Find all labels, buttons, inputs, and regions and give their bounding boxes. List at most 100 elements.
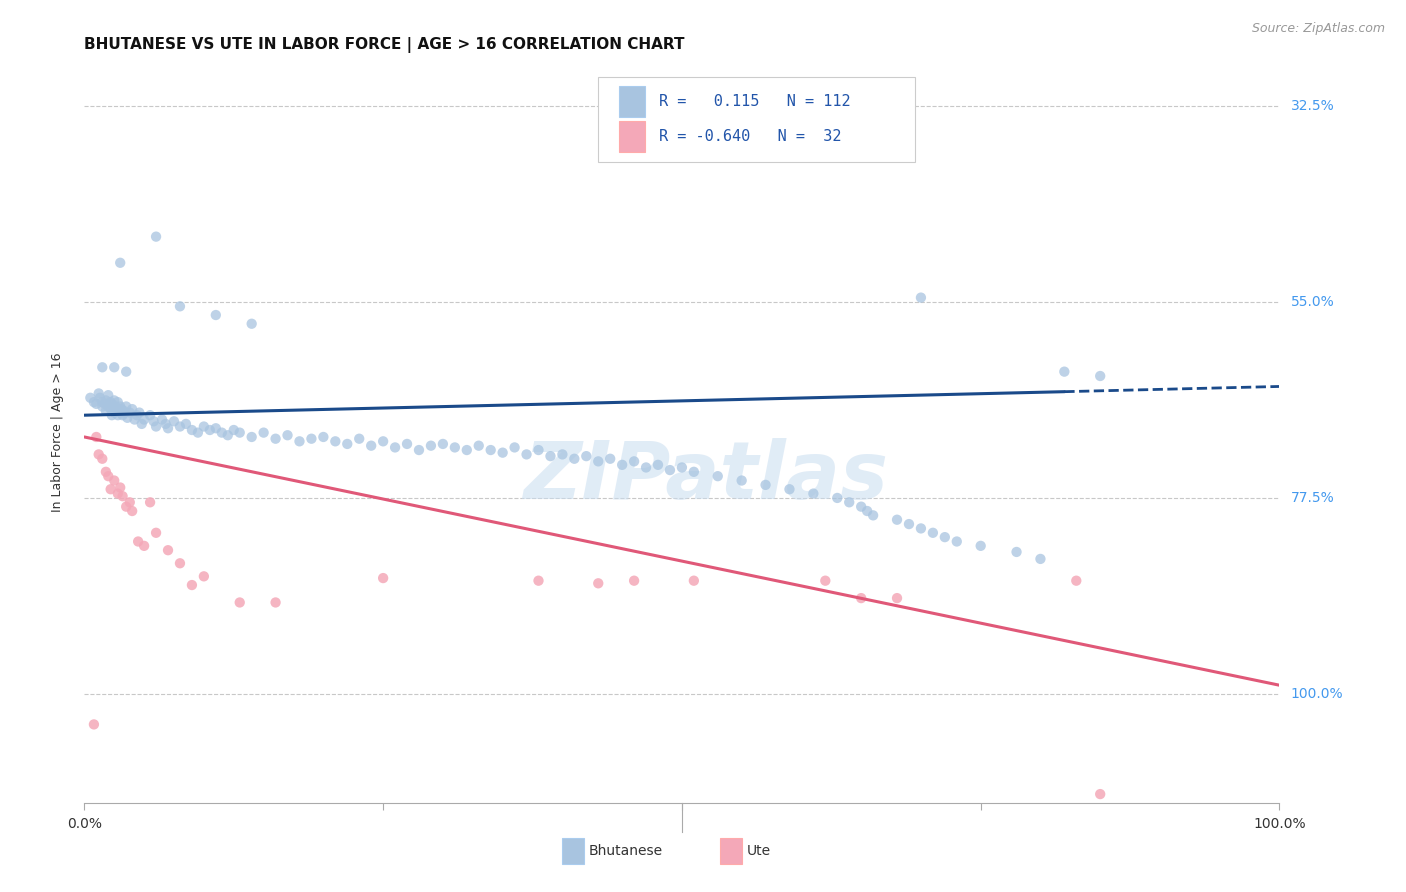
- Text: BHUTANESE VS UTE IN LABOR FORCE | AGE > 16 CORRELATION CHART: BHUTANESE VS UTE IN LABOR FORCE | AGE > …: [84, 37, 685, 53]
- Point: [155, 417, 177, 431]
- Point: [205, 308, 228, 322]
- Point: [139, 408, 162, 422]
- Point: [121, 402, 143, 417]
- Point: [86, 397, 108, 411]
- Point: [468, 439, 491, 453]
- Point: [100, 482, 122, 496]
- Point: [97, 400, 120, 414]
- Text: Ute: Ute: [747, 844, 770, 858]
- Point: [132, 412, 156, 426]
- Point: [288, 434, 311, 449]
- Point: [110, 406, 132, 420]
- Point: [373, 571, 395, 585]
- Point: [910, 521, 932, 535]
- Point: [647, 458, 669, 472]
- Point: [851, 500, 873, 514]
- Point: [111, 489, 134, 503]
- FancyBboxPatch shape: [562, 838, 583, 863]
- Point: [922, 525, 945, 540]
- Text: ZIPatlas: ZIPatlas: [523, 438, 889, 516]
- Point: [117, 410, 139, 425]
- Point: [139, 495, 162, 509]
- Point: [107, 408, 129, 422]
- Point: [121, 504, 143, 518]
- FancyBboxPatch shape: [619, 87, 645, 117]
- Point: [174, 417, 197, 431]
- Point: [336, 437, 359, 451]
- Point: [94, 393, 117, 408]
- FancyBboxPatch shape: [619, 121, 645, 152]
- FancyBboxPatch shape: [720, 838, 742, 863]
- Point: [862, 508, 884, 523]
- Point: [636, 460, 658, 475]
- Point: [115, 400, 138, 414]
- Text: 100.0%: 100.0%: [1291, 687, 1343, 701]
- Point: [193, 419, 215, 434]
- Point: [444, 441, 467, 455]
- Point: [97, 469, 120, 483]
- Text: R = -0.640   N =  32: R = -0.640 N = 32: [659, 129, 842, 144]
- Point: [169, 419, 191, 434]
- Point: [683, 574, 706, 588]
- Point: [325, 434, 347, 449]
- Point: [110, 402, 132, 417]
- Point: [110, 400, 132, 414]
- Point: [110, 256, 132, 270]
- FancyBboxPatch shape: [599, 78, 915, 162]
- Point: [118, 495, 141, 509]
- Point: [103, 393, 125, 408]
- Point: [588, 576, 610, 591]
- Point: [103, 360, 125, 375]
- Point: [145, 525, 167, 540]
- Point: [107, 486, 129, 500]
- Point: [222, 423, 245, 437]
- Point: [779, 482, 801, 496]
- Point: [886, 513, 908, 527]
- Point: [240, 430, 263, 444]
- Point: [856, 504, 879, 518]
- Point: [112, 404, 135, 418]
- Point: [181, 578, 204, 592]
- Point: [659, 463, 682, 477]
- Point: [94, 404, 117, 418]
- Point: [93, 397, 115, 411]
- Point: [91, 400, 114, 414]
- Point: [103, 406, 125, 420]
- Point: [131, 417, 153, 431]
- Point: [211, 425, 233, 440]
- Point: [910, 291, 932, 305]
- Point: [105, 404, 128, 418]
- Point: [157, 543, 180, 558]
- Point: [125, 408, 148, 422]
- Point: [163, 414, 186, 428]
- Point: [755, 478, 778, 492]
- Point: [814, 574, 837, 588]
- Point: [253, 425, 276, 440]
- Point: [145, 419, 167, 434]
- Point: [101, 408, 124, 422]
- Point: [731, 474, 754, 488]
- Text: R =   0.115   N = 112: R = 0.115 N = 112: [659, 95, 851, 109]
- Point: [115, 365, 138, 379]
- Point: [420, 439, 443, 453]
- Point: [599, 451, 621, 466]
- Point: [373, 434, 395, 449]
- Point: [128, 406, 150, 420]
- Point: [551, 447, 574, 461]
- Point: [83, 395, 105, 409]
- Point: [150, 412, 173, 426]
- Point: [527, 443, 550, 458]
- Text: 77.5%: 77.5%: [1291, 491, 1334, 505]
- Point: [127, 534, 149, 549]
- Point: [229, 595, 252, 609]
- Point: [970, 539, 993, 553]
- Point: [124, 412, 146, 426]
- Point: [240, 317, 263, 331]
- Point: [198, 423, 221, 437]
- Point: [91, 451, 114, 466]
- Text: Source: ZipAtlas.com: Source: ZipAtlas.com: [1251, 22, 1385, 36]
- Point: [169, 299, 191, 313]
- Point: [97, 388, 120, 402]
- Point: [87, 386, 110, 401]
- Point: [683, 465, 706, 479]
